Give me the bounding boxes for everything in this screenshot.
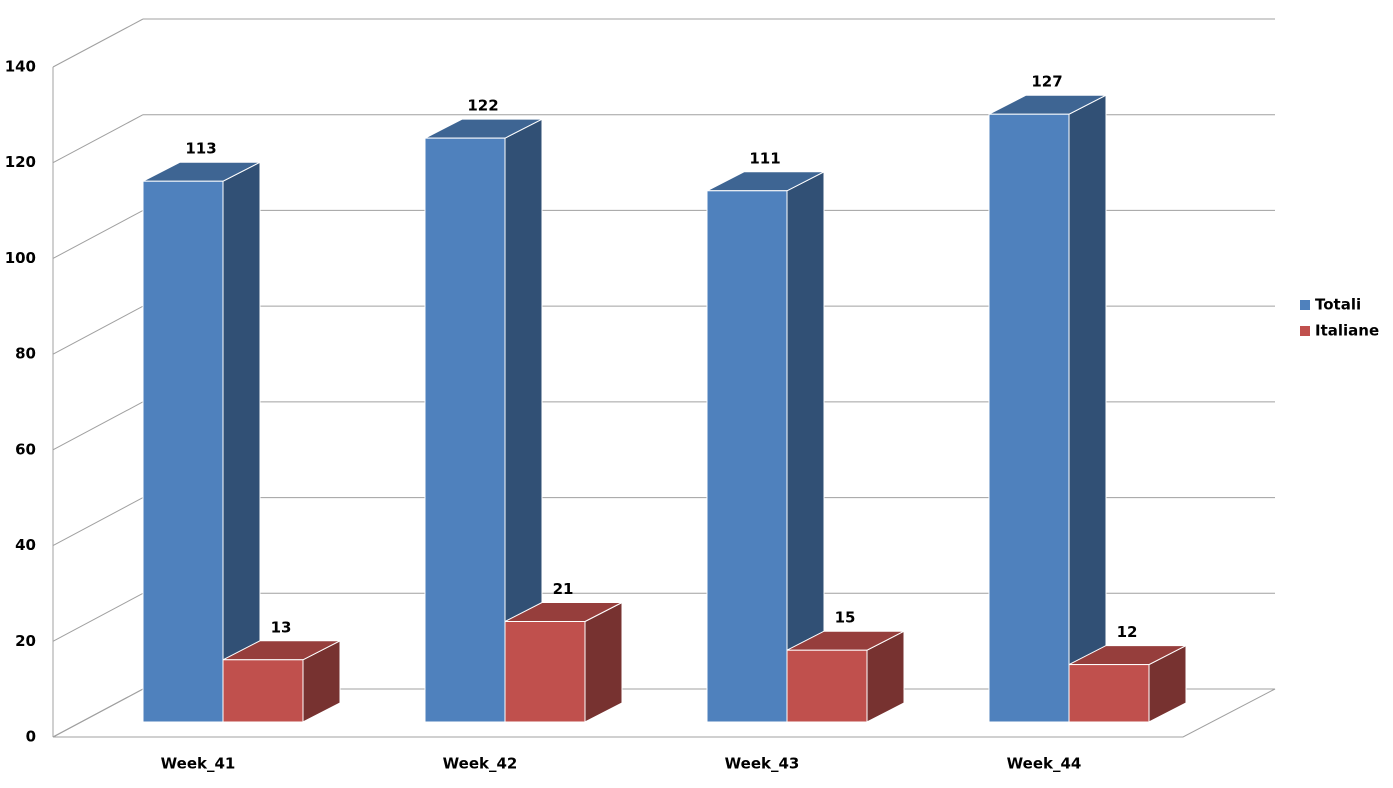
y-tick-label: 60: [15, 440, 36, 458]
y-tick-label: 40: [15, 536, 36, 554]
grid-line: [52, 114, 144, 164]
x-tick-label: Week_43: [725, 755, 800, 773]
bar-side: [222, 161, 261, 723]
grid-line: [52, 688, 144, 738]
value-label: 15: [835, 609, 856, 627]
y-tick-label: 100: [5, 249, 36, 267]
bar: [424, 137, 506, 723]
y-tick-label: 0: [26, 728, 36, 746]
grid-line: [52, 18, 144, 68]
y-tick-label: 120: [5, 153, 36, 171]
legend-swatch: [1300, 326, 1310, 336]
bar: [1068, 664, 1150, 723]
x-tick-label: Week_44: [1007, 755, 1082, 773]
value-label: 111: [749, 149, 780, 167]
grid-line: [52, 497, 144, 547]
bar: [786, 649, 868, 723]
legend-label: Italiane: [1315, 322, 1379, 340]
value-label: 122: [467, 97, 498, 115]
value-label: 127: [1031, 73, 1062, 91]
value-label: 13: [271, 618, 292, 636]
y-tick-label: 140: [5, 58, 36, 76]
bar: [222, 659, 304, 723]
grid-line: [52, 305, 144, 355]
bar: [988, 113, 1070, 723]
value-label: 21: [553, 580, 574, 598]
grid-line: [52, 401, 144, 451]
y-tick-label: 20: [15, 632, 36, 650]
value-label: 113: [185, 140, 216, 158]
bar-side: [584, 601, 623, 723]
y-tick-label: 80: [15, 345, 36, 363]
x-tick-label: Week_42: [443, 755, 518, 773]
legend-swatch: [1300, 300, 1310, 310]
bar: [504, 621, 586, 723]
bar: [142, 180, 224, 723]
grid-line: [52, 592, 144, 642]
value-label: 12: [1117, 623, 1138, 641]
bar: [706, 190, 788, 723]
grid-line: [52, 209, 144, 259]
legend-label: Totali: [1315, 296, 1361, 314]
bar-side: [1068, 94, 1107, 723]
x-tick-label: Week_41: [161, 755, 236, 773]
